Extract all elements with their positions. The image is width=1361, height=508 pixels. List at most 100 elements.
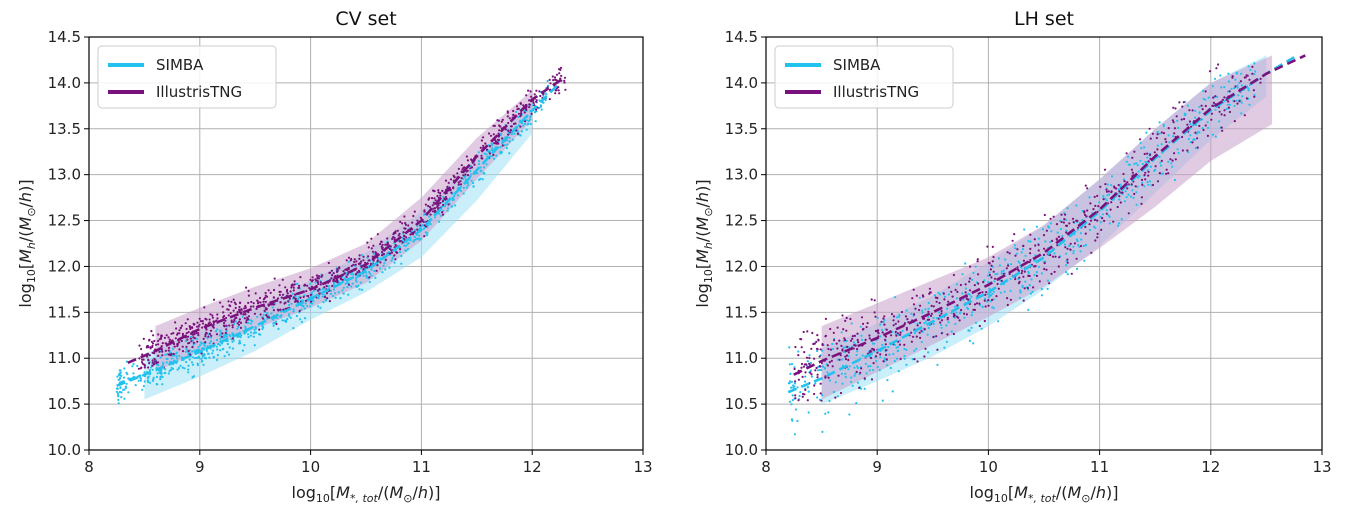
scatter-point	[967, 292, 970, 295]
scatter-point	[1011, 239, 1014, 242]
scatter-point	[1143, 146, 1146, 149]
scatter-point	[1136, 185, 1139, 188]
scatter-point	[1072, 221, 1075, 224]
scatter-point	[1018, 296, 1022, 299]
scatter-point	[927, 351, 930, 354]
scatter-point	[388, 247, 391, 251]
scatter-point	[938, 293, 942, 296]
scatter-point	[1037, 237, 1040, 240]
scatter-point	[186, 318, 189, 321]
scatter-point	[1155, 136, 1158, 140]
scatter-point	[391, 237, 394, 240]
scatter-point	[833, 339, 836, 342]
scatter-point	[1066, 207, 1069, 210]
scatter-point	[235, 316, 238, 319]
scatter-point	[1099, 215, 1102, 218]
scatter-point	[198, 356, 201, 360]
scatter-point	[388, 252, 392, 255]
scatter-point	[173, 345, 176, 348]
scatter-point	[185, 345, 188, 348]
scatter-point	[855, 402, 858, 405]
scatter-point	[289, 316, 292, 319]
scatter-point	[552, 79, 555, 82]
scatter-point	[1234, 78, 1237, 81]
scatter-point	[559, 68, 562, 71]
scatter-point	[791, 394, 794, 397]
scatter-point	[1043, 213, 1046, 217]
scatter-point	[991, 306, 994, 309]
scatter-point	[1218, 110, 1221, 113]
scatter-point	[528, 106, 531, 109]
scatter-point	[859, 371, 862, 374]
scatter-point	[323, 295, 327, 299]
scatter-point	[232, 339, 235, 342]
scatter-point	[922, 295, 925, 298]
scatter-point	[460, 164, 463, 167]
scatter-point	[1196, 137, 1199, 140]
scatter-point	[246, 333, 250, 336]
scatter-point	[539, 105, 543, 108]
scatter-point	[1140, 178, 1144, 181]
scatter-point	[1096, 194, 1099, 197]
scatter-point	[860, 367, 863, 370]
scatter-point	[1189, 134, 1192, 137]
scatter-point	[1158, 172, 1161, 175]
scatter-point	[874, 355, 878, 358]
scatter-point	[375, 269, 378, 272]
scatter-point	[1055, 223, 1059, 226]
scatter-point	[544, 98, 547, 102]
scatter-point	[557, 86, 560, 89]
scatter-point	[272, 324, 275, 327]
scatter-point	[171, 347, 174, 350]
y-tick-label: 12.0	[48, 257, 81, 275]
scatter-point	[529, 90, 532, 93]
scatter-point	[882, 317, 885, 320]
scatter-point	[505, 146, 508, 150]
scatter-point	[214, 320, 217, 323]
scatter-point	[827, 376, 830, 379]
scatter-point	[1132, 196, 1135, 199]
scatter-point	[1063, 218, 1066, 221]
scatter-point	[945, 324, 948, 327]
scatter-point	[1240, 72, 1243, 75]
scatter-point	[1159, 161, 1162, 164]
scatter-point	[1149, 153, 1152, 156]
scatter-point	[404, 227, 407, 230]
scatter-point	[123, 367, 126, 370]
scatter-point	[870, 378, 874, 381]
scatter-point	[203, 353, 206, 356]
scatter-point	[176, 343, 179, 346]
scatter-point	[429, 213, 432, 216]
scatter-point	[1210, 118, 1213, 121]
scatter-point	[297, 286, 301, 289]
scatter-point	[881, 343, 884, 346]
scatter-point	[1100, 221, 1103, 224]
scatter-point	[155, 383, 158, 386]
scatter-point	[998, 264, 1002, 267]
scatter-point	[175, 327, 178, 330]
panel-title: LH set	[1014, 8, 1074, 30]
scatter-point	[402, 231, 405, 234]
scatter-point	[192, 375, 195, 378]
scatter-point	[841, 382, 844, 385]
scatter-point	[287, 303, 291, 307]
scatter-point	[303, 307, 306, 310]
scatter-point	[115, 390, 118, 393]
scatter-point	[188, 358, 191, 361]
scatter-point	[323, 286, 326, 289]
scatter-point	[1103, 168, 1107, 171]
scatter-point	[423, 213, 426, 216]
scatter-point	[836, 326, 839, 329]
scatter-point	[212, 323, 215, 326]
scatter-point	[219, 301, 222, 304]
scatter-point	[1013, 244, 1016, 247]
scatter-point	[516, 108, 519, 111]
scatter-point	[447, 203, 450, 206]
scatter-point	[794, 408, 798, 411]
scatter-point	[226, 351, 229, 354]
scatter-point	[165, 357, 168, 360]
scatter-point	[117, 398, 120, 401]
scatter-point	[1194, 116, 1197, 119]
scatter-point	[1105, 190, 1109, 193]
scatter-point	[1089, 219, 1093, 222]
